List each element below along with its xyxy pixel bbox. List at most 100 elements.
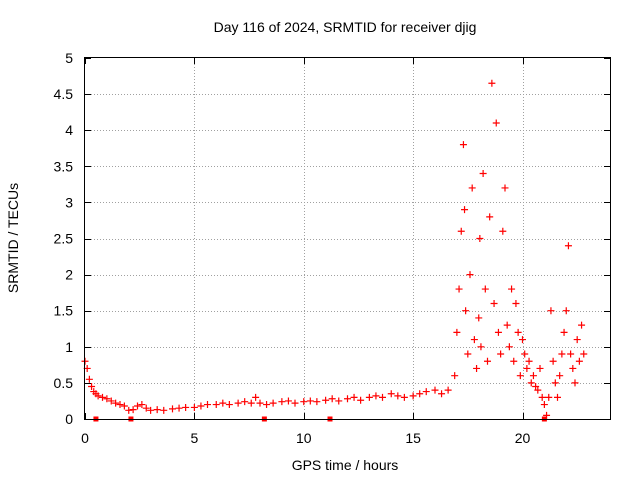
data-point bbox=[470, 336, 478, 344]
data-point bbox=[147, 406, 155, 414]
data-point bbox=[129, 406, 137, 414]
data-point bbox=[457, 227, 465, 235]
data-point bbox=[350, 393, 358, 401]
data-point bbox=[431, 386, 439, 394]
data-point bbox=[477, 343, 485, 351]
y-tick-label: 2 bbox=[65, 267, 73, 283]
data-point bbox=[365, 393, 373, 401]
data-point bbox=[578, 321, 586, 329]
data-point bbox=[142, 404, 150, 412]
data-point bbox=[462, 307, 470, 315]
data-point bbox=[512, 299, 520, 307]
data-point bbox=[422, 388, 430, 396]
data-point bbox=[490, 299, 498, 307]
data-point bbox=[494, 328, 502, 336]
data-point bbox=[473, 364, 481, 372]
data-point bbox=[153, 406, 161, 414]
data-point bbox=[538, 393, 546, 401]
data-point bbox=[529, 372, 537, 380]
data-point bbox=[569, 364, 577, 372]
data-point bbox=[444, 386, 452, 394]
data-point bbox=[438, 390, 446, 398]
data-point bbox=[554, 393, 561, 401]
data-point bbox=[453, 328, 461, 336]
data-point bbox=[464, 350, 472, 358]
data-point bbox=[225, 401, 233, 409]
data-point bbox=[344, 395, 351, 403]
data-point bbox=[247, 399, 255, 407]
data-point bbox=[94, 392, 102, 400]
data-point bbox=[335, 397, 343, 405]
data-point bbox=[479, 170, 487, 178]
data-point bbox=[510, 357, 518, 365]
data-point bbox=[138, 401, 146, 409]
y-tick-label: 0 bbox=[65, 411, 73, 427]
data-point bbox=[519, 336, 526, 344]
data-point bbox=[394, 392, 402, 400]
data-point bbox=[204, 401, 211, 409]
data-point bbox=[551, 379, 559, 387]
data-point bbox=[514, 328, 522, 336]
data-point bbox=[461, 206, 469, 214]
data-point bbox=[486, 213, 494, 221]
data-point bbox=[497, 350, 505, 358]
data-point bbox=[190, 403, 198, 411]
y-tick-label: 4 bbox=[65, 122, 73, 138]
data-point bbox=[99, 393, 106, 401]
data-point bbox=[521, 350, 529, 358]
x-tick-label: 10 bbox=[296, 430, 312, 446]
data-point bbox=[534, 386, 542, 394]
data-point bbox=[125, 406, 133, 414]
data-point bbox=[560, 328, 568, 336]
data-point bbox=[564, 242, 572, 250]
data-point bbox=[545, 393, 553, 401]
data-point bbox=[197, 402, 205, 410]
data-point bbox=[567, 350, 575, 358]
data-point bbox=[580, 350, 588, 358]
data-point bbox=[409, 392, 417, 400]
x-axis-label: GPS time / hours bbox=[292, 457, 399, 473]
data-point bbox=[525, 357, 533, 365]
data-point bbox=[278, 398, 286, 406]
data-point bbox=[562, 307, 570, 315]
data-point bbox=[107, 397, 115, 405]
data-point bbox=[252, 393, 260, 401]
data-point bbox=[416, 390, 424, 398]
data-point bbox=[575, 357, 583, 365]
data-point bbox=[503, 321, 511, 329]
data-point bbox=[476, 235, 484, 242]
data-point bbox=[459, 141, 467, 149]
data-point bbox=[269, 399, 277, 407]
data-point bbox=[468, 184, 476, 192]
x-tick-label: 5 bbox=[190, 430, 198, 446]
data-point bbox=[523, 364, 531, 372]
data-point bbox=[120, 402, 128, 410]
data-point bbox=[284, 397, 292, 405]
y-tick-label: 3 bbox=[65, 194, 73, 210]
data-point bbox=[291, 399, 299, 407]
data-point bbox=[501, 184, 509, 192]
data-point bbox=[492, 119, 500, 127]
x-tick-label: 20 bbox=[515, 430, 531, 446]
data-point bbox=[558, 350, 566, 358]
data-point bbox=[536, 364, 544, 372]
data-point bbox=[263, 401, 271, 409]
x-tick-labels: 0 5 10 15 20 bbox=[81, 430, 530, 446]
data-point bbox=[527, 379, 535, 387]
data-point bbox=[112, 399, 120, 407]
data-point bbox=[466, 271, 474, 279]
chart-title: Day 116 of 2024, SRMTID for receiver dji… bbox=[214, 19, 477, 35]
data-point bbox=[455, 285, 463, 293]
data-point bbox=[505, 343, 513, 351]
data-point bbox=[322, 396, 330, 404]
data-point bbox=[182, 403, 190, 411]
data-point bbox=[169, 405, 176, 413]
data-point bbox=[488, 79, 496, 87]
data-point bbox=[134, 402, 141, 410]
data-point bbox=[484, 357, 491, 365]
data-point bbox=[475, 314, 483, 322]
data-point bbox=[357, 396, 365, 404]
x-tick-label: 15 bbox=[405, 430, 421, 446]
axis-ticks bbox=[85, 58, 610, 420]
